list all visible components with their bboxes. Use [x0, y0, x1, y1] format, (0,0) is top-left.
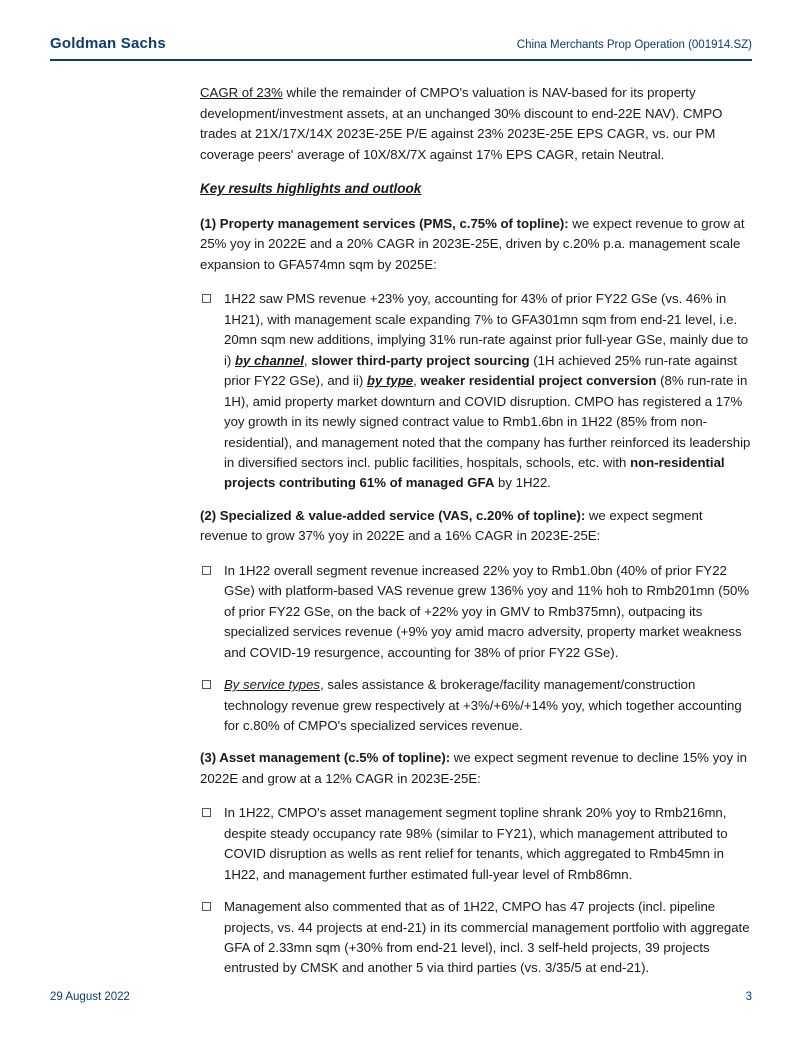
intro-cagr: CAGR of 23%: [200, 85, 283, 100]
emph-by-type: by type: [367, 373, 413, 388]
page-header: Goldman Sachs China Merchants Prop Opera…: [50, 32, 752, 61]
text: Management also commented that as of 1H2…: [224, 899, 750, 975]
page: Goldman Sachs China Merchants Prop Opera…: [0, 0, 802, 1021]
text: by 1H22.: [494, 475, 550, 490]
list-item: In 1H22, CMPO's asset management segment…: [200, 803, 752, 885]
footer-date: 29 August 2022: [50, 989, 130, 1007]
vas-bullets: In 1H22 overall segment revenue increase…: [200, 561, 752, 737]
text: In 1H22 overall segment revenue increase…: [224, 563, 749, 660]
page-footer: 29 August 2022 3: [50, 989, 752, 1007]
section-title: Key results highlights and outlook: [200, 179, 752, 200]
pms-lead: (1) Property management services (PMS, c…: [200, 214, 752, 275]
doc-title: China Merchants Prop Operation (001914.S…: [517, 37, 752, 55]
list-item: By service types, sales assistance & bro…: [200, 675, 752, 736]
intro-paragraph: CAGR of 23% while the remainder of CMPO'…: [200, 83, 752, 165]
emph-service-types: By service types: [224, 677, 320, 692]
pms-lead-bold: (1) Property management services (PMS, c…: [200, 216, 569, 231]
footer-page-number: 3: [746, 989, 752, 1007]
vas-lead: (2) Specialized & value-added service (V…: [200, 506, 752, 547]
asset-bullets: In 1H22, CMPO's asset management segment…: [200, 803, 752, 979]
list-item: In 1H22 overall segment revenue increase…: [200, 561, 752, 663]
vas-lead-bold: (2) Specialized & value-added service (V…: [200, 508, 585, 523]
asset-lead-bold: (3) Asset management (c.5% of topline):: [200, 750, 450, 765]
pms-bullets: 1H22 saw PMS revenue +23% yoy, accountin…: [200, 289, 752, 494]
asset-lead: (3) Asset management (c.5% of topline): …: [200, 748, 752, 789]
bold-slower-sourcing: slower third-party project sourcing: [311, 353, 529, 368]
emph-by-channel: by channel: [235, 353, 304, 368]
body-content: CAGR of 23% while the remainder of CMPO'…: [50, 83, 752, 979]
text: In 1H22, CMPO's asset management segment…: [224, 805, 728, 881]
list-item: Management also commented that as of 1H2…: [200, 897, 752, 979]
bold-weaker-conversion: weaker residential project conversion: [420, 373, 656, 388]
brand-name: Goldman Sachs: [50, 32, 166, 55]
list-item: 1H22 saw PMS revenue +23% yoy, accountin…: [200, 289, 752, 494]
